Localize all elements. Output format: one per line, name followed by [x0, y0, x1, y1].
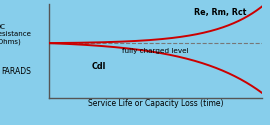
- Text: fully charged level: fully charged level: [122, 48, 188, 54]
- Text: Cdl: Cdl: [91, 62, 106, 71]
- Text: FARADS: FARADS: [2, 67, 32, 76]
- Text: Re, Rm, Rct: Re, Rm, Rct: [194, 8, 246, 17]
- X-axis label: Service Life or Capacity Loss (time): Service Life or Capacity Loss (time): [87, 99, 223, 108]
- Text: DC
resistance
(Ohms): DC resistance (Ohms): [0, 24, 32, 45]
